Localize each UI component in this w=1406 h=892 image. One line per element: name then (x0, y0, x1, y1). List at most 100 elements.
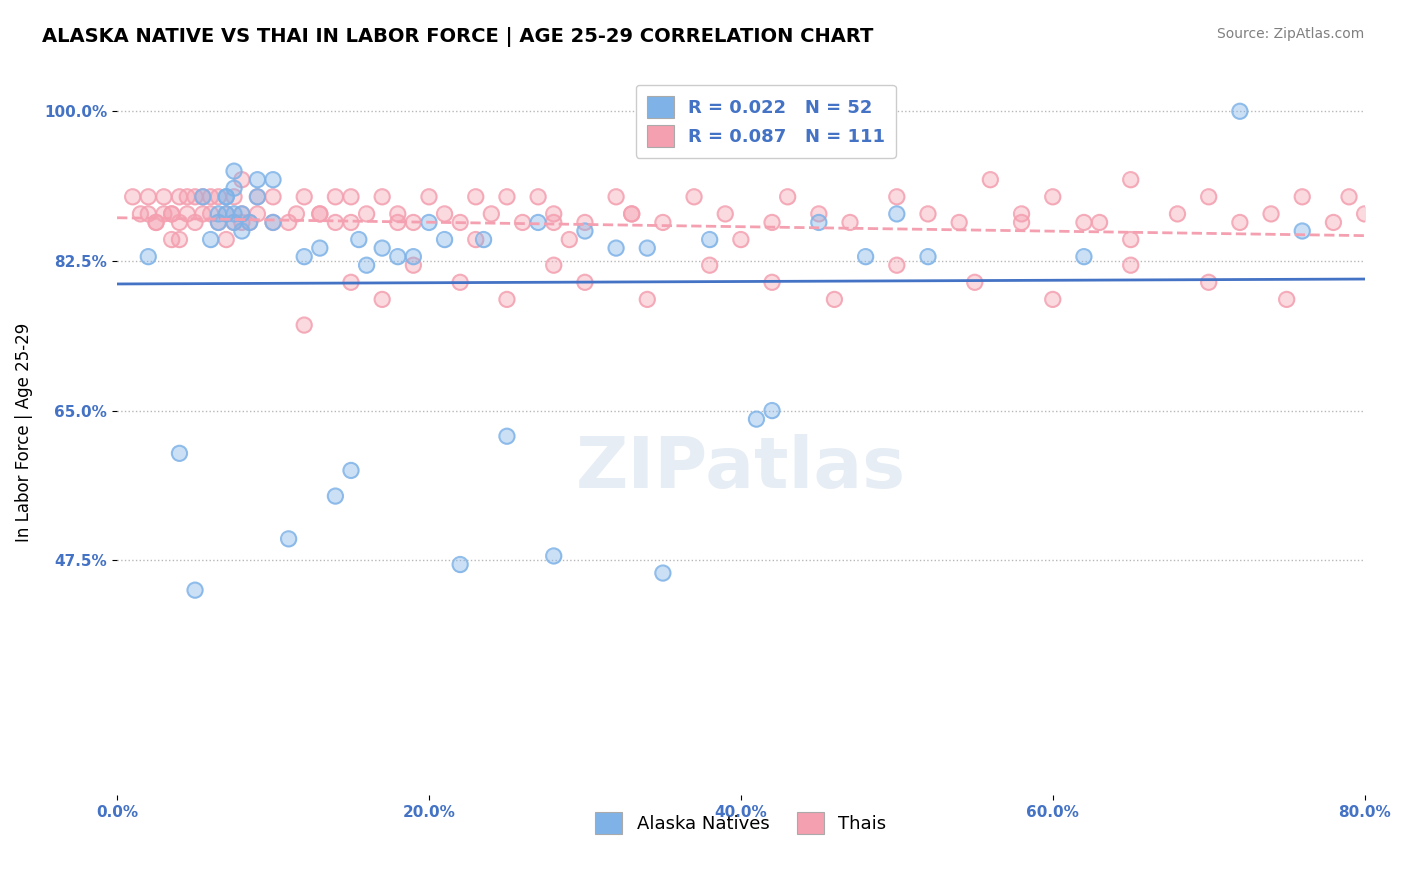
Point (222, 215, 245, 229)
Point (651, 566, 673, 580)
Point (1042, 293, 1064, 307)
Point (169, 446, 191, 460)
Point (160, 207, 183, 221)
Point (262, 172, 284, 186)
Point (917, 250, 939, 264)
Point (200, 190, 222, 204)
Point (215, 207, 238, 221)
Point (823, 293, 845, 307)
Point (839, 215, 862, 229)
Point (262, 172, 284, 186)
Point (776, 190, 799, 204)
Point (433, 207, 456, 221)
Point (153, 207, 176, 221)
Point (262, 190, 284, 204)
Point (761, 215, 783, 229)
Point (239, 215, 262, 229)
Point (886, 258, 908, 272)
Point (1275, 293, 1298, 307)
Point (886, 207, 908, 221)
Point (886, 190, 908, 204)
Point (807, 215, 830, 229)
Point (340, 463, 363, 477)
Point (153, 190, 176, 204)
Point (1119, 233, 1142, 247)
Point (543, 215, 565, 229)
Point (574, 224, 596, 238)
Point (222, 164, 245, 178)
Point (246, 190, 269, 204)
Point (207, 190, 229, 204)
Point (886, 258, 908, 272)
Point (1291, 190, 1313, 204)
Point (449, 215, 471, 229)
Point (543, 207, 565, 221)
Point (371, 190, 394, 204)
Point (325, 489, 347, 503)
Point (387, 215, 409, 229)
Point (543, 549, 565, 563)
Point (527, 190, 550, 204)
Point (543, 258, 565, 272)
Point (231, 224, 253, 238)
Point (308, 241, 330, 255)
Point (472, 233, 495, 247)
Point (222, 215, 245, 229)
Text: ALASKA NATIVE VS THAI IN LABOR FORCE | AGE 25-29 CORRELATION CHART: ALASKA NATIVE VS THAI IN LABOR FORCE | A… (42, 27, 873, 46)
Point (745, 412, 768, 426)
Point (464, 233, 486, 247)
Point (191, 207, 214, 221)
Point (1011, 215, 1033, 229)
Point (651, 215, 673, 229)
Point (340, 215, 363, 229)
Point (496, 190, 519, 204)
Point (215, 190, 238, 204)
Point (558, 233, 581, 247)
Point (807, 207, 830, 221)
Point (1198, 190, 1220, 204)
Point (356, 258, 378, 272)
Point (761, 275, 783, 289)
Point (169, 446, 191, 460)
Point (1291, 224, 1313, 238)
Point (231, 224, 253, 238)
Point (277, 532, 299, 546)
Point (160, 233, 183, 247)
Point (145, 215, 167, 229)
Point (136, 250, 159, 264)
Point (886, 207, 908, 221)
Point (449, 558, 471, 572)
Point (963, 275, 986, 289)
Point (683, 190, 706, 204)
Point (308, 207, 330, 221)
Point (176, 190, 198, 204)
Point (449, 215, 471, 229)
Point (433, 233, 456, 247)
Point (292, 318, 315, 332)
Point (176, 190, 198, 204)
Point (496, 293, 519, 307)
Text: Source: ZipAtlas.com: Source: ZipAtlas.com (1216, 27, 1364, 41)
Point (292, 190, 315, 204)
Point (948, 215, 970, 229)
Point (1073, 250, 1095, 264)
Point (464, 190, 486, 204)
Point (683, 190, 706, 204)
Point (917, 250, 939, 264)
Point (184, 190, 207, 204)
Point (200, 190, 222, 204)
Point (129, 207, 152, 221)
Point (1073, 250, 1095, 264)
Point (231, 207, 253, 221)
Point (231, 215, 253, 229)
Point (169, 190, 191, 204)
Point (574, 275, 596, 289)
Point (543, 215, 565, 229)
Point (1260, 207, 1282, 221)
Point (121, 190, 143, 204)
Point (496, 293, 519, 307)
Point (191, 190, 214, 204)
Point (605, 241, 627, 255)
Point (1119, 233, 1142, 247)
Point (191, 190, 214, 204)
